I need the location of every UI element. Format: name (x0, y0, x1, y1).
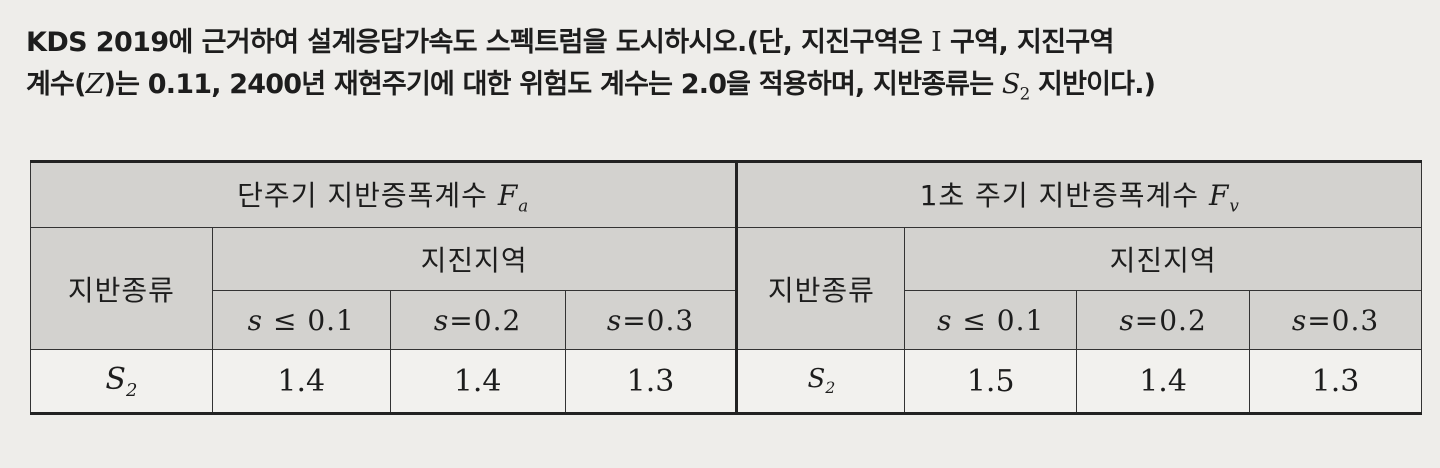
fv-s-cond-2: s=0.2 (1076, 290, 1251, 350)
fa-value-2: 1.4 (389, 349, 566, 415)
question-line-2: 계수(Z)는 0.11, 2400년 재현주기에 대한 위험도 계수는 2.0을… (26, 64, 1426, 114)
fa-title-cell: 단주기 지반증폭계수 Fa (29, 160, 739, 228)
question-line-1-text: KDS 2019에 근거하여 설계응답가속도 스펙트럼을 도시하시오.(단, 지… (26, 27, 923, 58)
question-line-1: KDS 2019에 근거하여 설계응답가속도 스펙트럼을 도시하시오.(단, 지… (26, 22, 1426, 64)
fv-soil-cell: S2 (736, 349, 906, 415)
question-line-2-post: 지반이다.) (1038, 69, 1156, 100)
fv-value-1: 1.5 (904, 349, 1078, 415)
seismic-zone-numeral: Ⅰ (931, 27, 942, 58)
fa-symbol: Fa (497, 179, 530, 216)
question-line-1-rest: 구역, 지진구역 (950, 27, 1115, 58)
soil-type-symbol: S2 (1001, 69, 1030, 104)
fa-soil-type-header: 지반종류 (30, 227, 213, 350)
question-text: KDS 2019에 근거하여 설계응답가속도 스펙트럼을 도시하시오.(단, 지… (26, 22, 1426, 114)
fv-value-3: 1.3 (1249, 349, 1422, 415)
fv-value-2: 1.4 (1076, 349, 1251, 415)
fa-s-cond-1: s ≤ 0.1 (211, 290, 391, 350)
fa-title: 단주기 지반증폭계수 (237, 179, 488, 213)
table-row: S2 1.4 1.4 1.3 S2 1.5 1.4 1.3 (30, 349, 1422, 415)
question-line-2-mid: )는 0.11, 2400년 재현주기에 대한 위험도 계수는 2.0을 적용하… (103, 69, 994, 100)
fv-s-cond-1: s ≤ 0.1 (904, 290, 1078, 350)
fv-s-cond-3: s=0.3 (1249, 290, 1422, 350)
amplification-factor-table: 단주기 지반증폭계수 Fa 1초 주기 지반증폭계수 Fv 지반종류 지진지역 … (29, 160, 1422, 415)
fa-value-1: 1.4 (211, 349, 391, 415)
fv-title-cell: 1초 주기 지반증폭계수 Fv (736, 160, 1422, 228)
fa-value-3: 1.3 (564, 349, 739, 415)
fa-s-cond-3: s=0.3 (564, 290, 739, 350)
fv-soil-type-header: 지반종류 (736, 227, 906, 350)
fv-title: 1초 주기 지반증폭계수 (919, 179, 1200, 213)
zone-factor-symbol: Z (85, 69, 105, 100)
question-line-2-pre: 계수( (26, 69, 86, 100)
fa-s-cond-2: s=0.2 (389, 290, 566, 350)
fa-zone-header: 지진지역 (211, 227, 739, 291)
fv-symbol: Fv (1208, 179, 1240, 216)
fv-zone-header: 지진지역 (904, 227, 1422, 291)
fa-soil-cell: S2 (30, 349, 213, 415)
